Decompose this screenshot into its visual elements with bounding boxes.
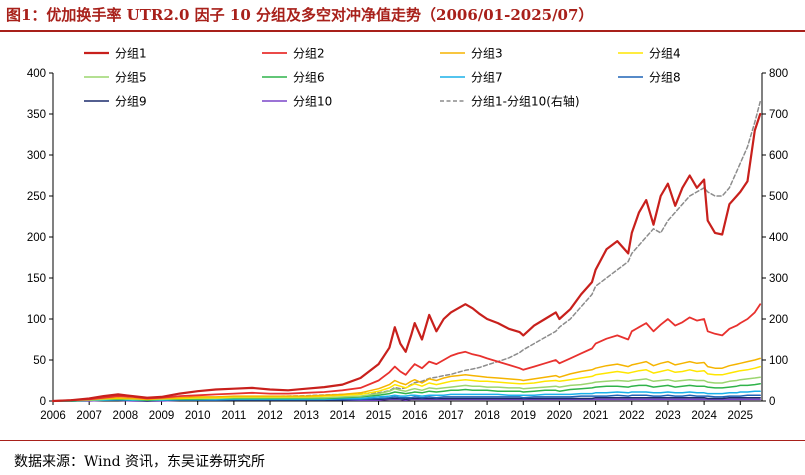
x-tick-label: 2009 [149,410,175,422]
series-lines [51,100,762,403]
x-tick-label: 2020 [547,410,573,422]
legend-label: 分组5 [115,71,147,85]
y-left-tick-label: 200 [27,232,46,244]
x-tick-label: 2025 [727,410,753,422]
y-right-tick-label: 100 [769,355,788,367]
y-left-tick-label: 100 [27,314,46,326]
x-tick-label: 2007 [76,410,102,422]
x-tick-label: 2013 [293,410,319,422]
y-right-tick-label: 500 [769,191,788,203]
y-right-tick-label: 200 [769,314,788,326]
figure-title: 图1：优加换手率 UTR2.0 因子 10 分组及多空对冲净值走势（2006/0… [6,6,594,24]
x-tick-label: 2018 [474,410,500,422]
y-left-tick-label: 400 [27,68,46,80]
y-right-tick-label: 600 [769,150,788,162]
x-tick-label: 2015 [366,410,392,422]
x-tick-label: 2010 [185,410,211,422]
x-tick-label: 2023 [655,410,681,422]
x-tick-label: 2006 [40,410,66,422]
y-left-tick-label: 300 [27,150,46,162]
x-tick-label: 2008 [113,410,139,422]
x-tick-label: 2022 [619,410,645,422]
axes: 0 50 100 150 200 250 300 350 400 0 100 200 300 400 500… [27,68,788,422]
x-tick-label: 2014 [330,410,356,422]
y-left-tick-label: 150 [27,273,46,285]
series-line-分组6 [52,383,761,402]
legend-label: 分组1 [115,47,147,61]
y-right-tick-label: 0 [769,396,775,408]
series-line-分组7 [52,390,761,402]
series-line-分组5 [52,376,761,402]
y-right-tick-label: 400 [769,232,788,244]
y-right-tick-label: 300 [769,273,788,285]
legend-label: 分组4 [649,47,681,61]
x-tick-label: 2011 [222,410,247,422]
legend-label: 分组9 [115,95,147,109]
legend-label: 分组3 [471,47,503,61]
x-tick-label: 2021 [583,410,609,422]
x-tick-label: 2017 [438,410,464,422]
y-left-tick-label: 250 [27,191,46,203]
x-tick-label: 2024 [691,410,717,422]
y-right-tick-label: 800 [769,68,788,80]
legend-label: 分组1-分组10(右轴) [471,94,580,109]
legend-label: 分组7 [471,71,503,85]
series-line-分组4 [52,365,761,402]
x-tick-label: 2016 [402,410,428,422]
x-tick-label: 2012 [257,410,283,422]
legend-label: 分组2 [293,47,325,61]
footer-divider [0,440,805,441]
legend-label: 分组8 [649,71,681,85]
series-line-分组9 [52,396,761,402]
x-tick-label: 2019 [510,410,536,422]
series-line-分组2 [52,303,762,402]
series-line-分组3 [52,357,761,402]
legend-label: 分组6 [293,71,325,85]
series-line-分组1-分组10(右轴) [52,100,761,402]
y-left-tick-label: 50 [33,355,46,367]
series-line-分组1 [51,112,762,403]
legend-label: 分组10 [293,95,332,109]
legend: 分组1 分组2 分组3 分组4 分组5 分组6 分组7 分组8 分组9 分组10 分组1-分组10(… [84,47,681,109]
y-left-tick-label: 350 [27,109,46,121]
y-left-tick-label: 0 [40,396,46,408]
y-right-tick-label: 700 [769,109,788,121]
chart: 0 50 100 150 200 250 300 350 400 0 100 200 300 400 500… [27,47,788,423]
title-divider [0,30,805,32]
source-note: 数据来源：Wind 资讯，东吴证券研究所 [14,454,266,470]
